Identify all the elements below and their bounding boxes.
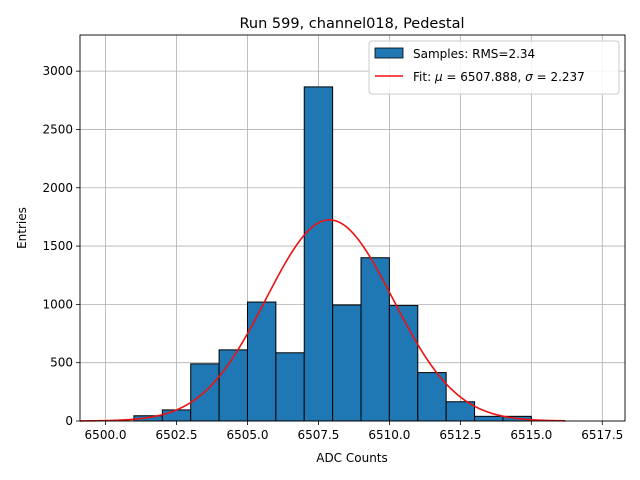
fit-curve: [79, 219, 566, 422]
x-tick-label: 6512.5: [439, 428, 481, 442]
legend-samples-label: Samples: RMS=2.34: [413, 47, 535, 61]
histogram-bar: [246, 301, 277, 422]
legend-fit-prefix: Fit:: [413, 70, 435, 84]
y-tick-label: 1500: [42, 239, 73, 253]
histogram-bar: [275, 352, 305, 422]
y-tick-label: 2000: [42, 181, 73, 195]
axis-ticks: 6500.0 6502.5 6505.0 6507.5 6510.0 6512.5 6515…: [42, 64, 623, 442]
plot-frame: [79, 34, 626, 422]
y-tick-label: 1000: [42, 297, 73, 311]
legend-fit-mu-value: = 6507.888,: [443, 70, 526, 84]
x-tick-label: 6507.5: [297, 428, 339, 442]
histogram-bar: [161, 409, 192, 422]
y-tick-label: 2500: [42, 122, 73, 136]
legend-fit-sigma-value: = 2.237: [533, 70, 585, 84]
histogram-bar: [218, 349, 248, 422]
y-tick-label: 3000: [42, 64, 73, 78]
x-tick-label: 6502.5: [156, 428, 198, 442]
histogram-bar: [360, 257, 390, 422]
histogram-bar: [332, 304, 362, 422]
histogram-bar: [474, 415, 504, 422]
y-tick-label: 500: [50, 356, 73, 370]
x-tick-label: 6515.0: [510, 428, 552, 442]
y-axis-label: Entries: [15, 207, 29, 249]
histogram-bar: [388, 305, 419, 422]
x-tick-label: 6510.0: [368, 428, 410, 442]
histogram-bar: [303, 86, 334, 422]
x-tick-label: 6517.5: [581, 428, 623, 442]
legend-fit-mu-symbol: μ: [434, 70, 443, 84]
x-axis-label: ADC Counts: [316, 451, 388, 465]
legend-fit-sigma-symbol: σ: [525, 70, 533, 84]
legend: Samples: RMS=2.34 Fit: μ = 6507.888, σ =…: [368, 40, 620, 95]
legend-fit-label: Fit: μ = 6507.888, σ = 2.237: [413, 70, 585, 84]
y-tick-label: 0: [65, 414, 73, 428]
chart-title: Run 599, channel018, Pedestal: [239, 16, 464, 32]
x-tick-label: 6505.0: [226, 428, 268, 442]
legend-samples-swatch: [374, 47, 404, 59]
legend-box: [368, 40, 620, 95]
x-tick-label: 6500.0: [85, 428, 127, 442]
